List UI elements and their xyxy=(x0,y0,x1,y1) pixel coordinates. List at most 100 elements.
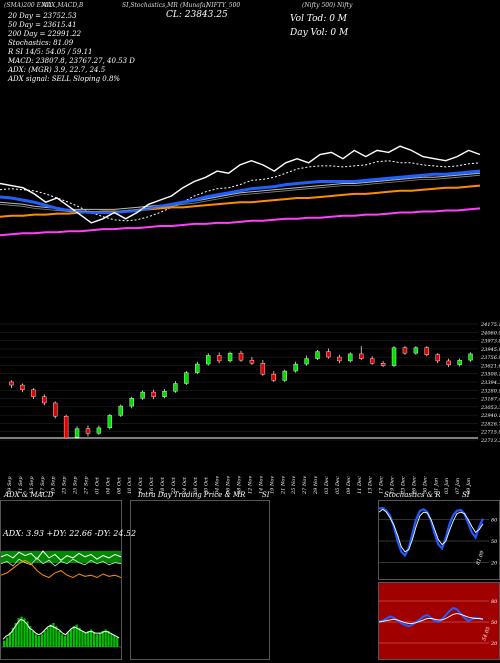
candle-body xyxy=(129,398,134,407)
macd-histogram-bar xyxy=(104,629,107,647)
candle-body xyxy=(282,370,287,381)
header-ticker-label: NIFTY_500 xyxy=(206,2,241,9)
date-tick-label: 03 Jan xyxy=(444,478,450,494)
date-tick-label: 26 Dec xyxy=(411,476,417,495)
date-tick-label: 29 Nov xyxy=(313,476,319,495)
stoch-tick-label: 20 xyxy=(490,561,498,567)
price-tick-label: 23756.93 xyxy=(480,355,500,361)
candle-body xyxy=(52,402,58,417)
macd-histogram-bar xyxy=(95,634,99,647)
volume-today: Vol Tod: 0 M xyxy=(290,14,348,24)
date-tick-label: 14 Oct xyxy=(138,476,144,494)
date-tick-label: 23 Sep xyxy=(62,476,68,495)
macd-histogram-bar xyxy=(116,637,119,647)
candle-body xyxy=(31,389,36,397)
price-tick-label: 23167.48 xyxy=(480,397,500,403)
date-tick-label: 25 Nov xyxy=(291,476,297,495)
date-tick-label: 19 Nov xyxy=(269,476,275,494)
date-tick-label: 17 Sep xyxy=(40,476,46,494)
candle-body xyxy=(369,358,375,364)
candle-body xyxy=(107,415,113,429)
price-tick-label: 23945.98 xyxy=(480,347,500,353)
macd-histogram-bar xyxy=(23,618,26,647)
candle-body xyxy=(435,354,440,362)
macd-histogram-chart xyxy=(1,616,121,648)
date-tick-label: 04 Oct xyxy=(105,476,111,494)
candle-body xyxy=(151,391,156,397)
date-tick-label: 30 Oct xyxy=(204,476,210,494)
header-sma-label: (SMA)200 EMA xyxy=(4,2,52,9)
date-tick-label: 27 Nov xyxy=(302,476,308,495)
intraday-title: Intra Day Trading Price & MR xyxy=(138,491,246,499)
candle-body xyxy=(63,416,69,439)
candle-body xyxy=(184,372,189,384)
candle-body xyxy=(337,356,342,362)
macd-histogram-bar xyxy=(113,635,116,647)
price-tick-label: 23508.14 xyxy=(480,372,500,378)
stoch-k-line xyxy=(378,506,484,558)
info-line: 200 Day = 22991.22 xyxy=(8,30,82,38)
candle-body xyxy=(96,427,102,434)
stoch-tick-label: 80 xyxy=(491,517,498,523)
date-tick-label: 27 Sep xyxy=(84,476,90,495)
date-tick-label: 05 Dec xyxy=(335,476,341,494)
price-tick-label: 24060.02 xyxy=(480,330,500,336)
header-source-label: (Munafa) xyxy=(180,2,208,9)
macd-histogram-bar xyxy=(110,634,113,647)
adx-minus-di-line xyxy=(1,557,121,567)
date-tick-label: 09 Jan xyxy=(466,478,472,494)
candle-body xyxy=(20,384,25,390)
indicator-info-block: 20 Day = 23752.53 50 Day = 23615.41 200 … xyxy=(8,12,135,84)
date-tick-label: 19 Dec xyxy=(390,476,396,494)
date-tick-label: 01 Jan xyxy=(433,478,439,494)
si-signal-line xyxy=(378,613,484,624)
date-tick-label: 18 Oct xyxy=(160,476,166,494)
macd-histogram-bar xyxy=(11,627,14,647)
candle-body xyxy=(391,347,397,366)
candle-body xyxy=(118,405,123,416)
candle-body xyxy=(162,391,167,397)
candlestick-chart: 24175.18 24060.02 23973.87 23945.98 23756.93… xyxy=(0,322,500,495)
date-tick-label: 04 Nov xyxy=(215,476,221,494)
si-title: SI xyxy=(462,491,470,499)
si-tick-label: 80 xyxy=(491,599,498,605)
ma-companion-line xyxy=(0,174,481,212)
intraday-si-label: SI xyxy=(262,491,270,499)
candle-body xyxy=(348,353,353,362)
price-tick-label: 23973.87 xyxy=(480,339,500,345)
moving-average-chart xyxy=(0,145,481,237)
price-tick-label: 22826.72 xyxy=(480,421,500,427)
macd-histogram-bar xyxy=(58,631,61,647)
macd-histogram-bar xyxy=(84,632,87,647)
adx-chart xyxy=(1,550,121,579)
date-tick-label: 10 Oct xyxy=(127,476,133,494)
date-tick-label: 21 Nov xyxy=(280,476,286,495)
candle-body xyxy=(42,396,47,404)
candle-body xyxy=(315,351,320,359)
macd-histogram-bar xyxy=(49,624,52,647)
date-tick-label: 25 Sep xyxy=(73,476,79,495)
date-tick-label: 23 Dec xyxy=(400,476,406,495)
price-tick-label: 22940.16 xyxy=(480,413,500,419)
macd-histogram-bar xyxy=(34,634,38,647)
ma-200-day-line xyxy=(0,207,481,237)
intraday-panel xyxy=(130,500,270,660)
candle-body xyxy=(304,358,309,365)
macd-histogram-bar xyxy=(55,626,58,647)
candle-body xyxy=(413,347,419,354)
candle-body xyxy=(468,353,473,361)
candle-body xyxy=(380,363,386,366)
info-line: ADX signal: SELL Sloping 0.8% xyxy=(8,75,121,83)
info-line: 20 Day = 23752.53 xyxy=(8,12,77,20)
stochastics-chart: 80 50 20 81.09 xyxy=(378,506,498,567)
date-tick-label: 13 Dec xyxy=(368,476,374,494)
date-tick-label: 14 Nov xyxy=(258,476,264,494)
info-line: Stochastics: 81.09 xyxy=(8,39,74,47)
date-tick-label: 09 Sep xyxy=(7,476,13,494)
candle-body xyxy=(260,363,266,375)
candle-body xyxy=(359,353,364,359)
macd-histogram-bar xyxy=(14,623,17,647)
info-line: ADX: (MGR) 3.9, 22.7, 24.5 xyxy=(8,66,106,74)
stoch-d-line xyxy=(378,508,484,553)
macd-histogram-bar xyxy=(63,635,67,647)
